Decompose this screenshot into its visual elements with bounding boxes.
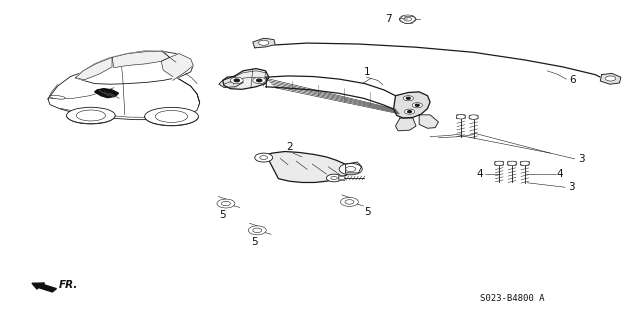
Text: 3: 3 [578, 154, 584, 164]
Circle shape [415, 104, 419, 106]
Text: 5: 5 [251, 237, 257, 247]
Polygon shape [262, 152, 351, 182]
Text: FR.: FR. [59, 279, 78, 290]
Polygon shape [161, 54, 193, 80]
FancyBboxPatch shape [508, 161, 516, 165]
Circle shape [404, 17, 412, 21]
FancyBboxPatch shape [495, 161, 504, 165]
Ellipse shape [145, 108, 198, 125]
Circle shape [253, 77, 266, 84]
Ellipse shape [50, 95, 65, 99]
Circle shape [339, 163, 362, 175]
Circle shape [326, 174, 342, 182]
Circle shape [257, 79, 262, 82]
Text: 5: 5 [220, 210, 226, 220]
Polygon shape [346, 162, 362, 173]
FancyBboxPatch shape [520, 161, 529, 165]
Text: 5: 5 [364, 207, 371, 217]
Circle shape [508, 161, 516, 166]
Circle shape [469, 115, 478, 119]
FancyBboxPatch shape [339, 175, 345, 181]
Polygon shape [48, 67, 200, 120]
Circle shape [221, 201, 230, 206]
Circle shape [456, 115, 465, 119]
Circle shape [248, 226, 266, 235]
Circle shape [234, 79, 239, 82]
Ellipse shape [76, 110, 106, 121]
Circle shape [217, 199, 235, 208]
FancyBboxPatch shape [469, 115, 478, 119]
Ellipse shape [156, 110, 188, 122]
Circle shape [255, 153, 273, 162]
Text: S023-B4800 A: S023-B4800 A [480, 294, 544, 303]
Polygon shape [76, 57, 112, 80]
Text: 4: 4 [477, 169, 483, 179]
Circle shape [339, 176, 345, 180]
Circle shape [403, 96, 413, 101]
Circle shape [404, 109, 415, 114]
Circle shape [340, 197, 358, 206]
Polygon shape [112, 51, 170, 68]
Text: 7: 7 [385, 13, 392, 24]
FancyArrow shape [32, 283, 56, 292]
Circle shape [412, 103, 422, 108]
Circle shape [408, 111, 412, 113]
Circle shape [259, 40, 269, 45]
Polygon shape [600, 73, 621, 84]
Circle shape [253, 228, 262, 233]
Circle shape [605, 76, 616, 81]
Circle shape [346, 167, 356, 172]
Polygon shape [396, 118, 416, 131]
Text: 3: 3 [568, 182, 575, 192]
Text: 2: 2 [286, 142, 292, 152]
Circle shape [331, 176, 337, 180]
Circle shape [399, 15, 416, 23]
Ellipse shape [67, 107, 115, 124]
Polygon shape [76, 51, 193, 84]
Text: 1: 1 [364, 67, 370, 77]
Circle shape [406, 97, 410, 99]
Polygon shape [394, 92, 430, 118]
Circle shape [260, 156, 268, 160]
Polygon shape [253, 38, 275, 48]
Circle shape [520, 161, 529, 166]
Text: 4: 4 [557, 169, 563, 179]
Polygon shape [419, 115, 438, 128]
Text: 6: 6 [570, 75, 576, 85]
Circle shape [345, 200, 354, 204]
Polygon shape [95, 89, 118, 98]
Polygon shape [223, 69, 269, 89]
Circle shape [495, 161, 504, 166]
Polygon shape [219, 77, 243, 87]
Circle shape [230, 77, 243, 84]
FancyBboxPatch shape [456, 115, 465, 119]
